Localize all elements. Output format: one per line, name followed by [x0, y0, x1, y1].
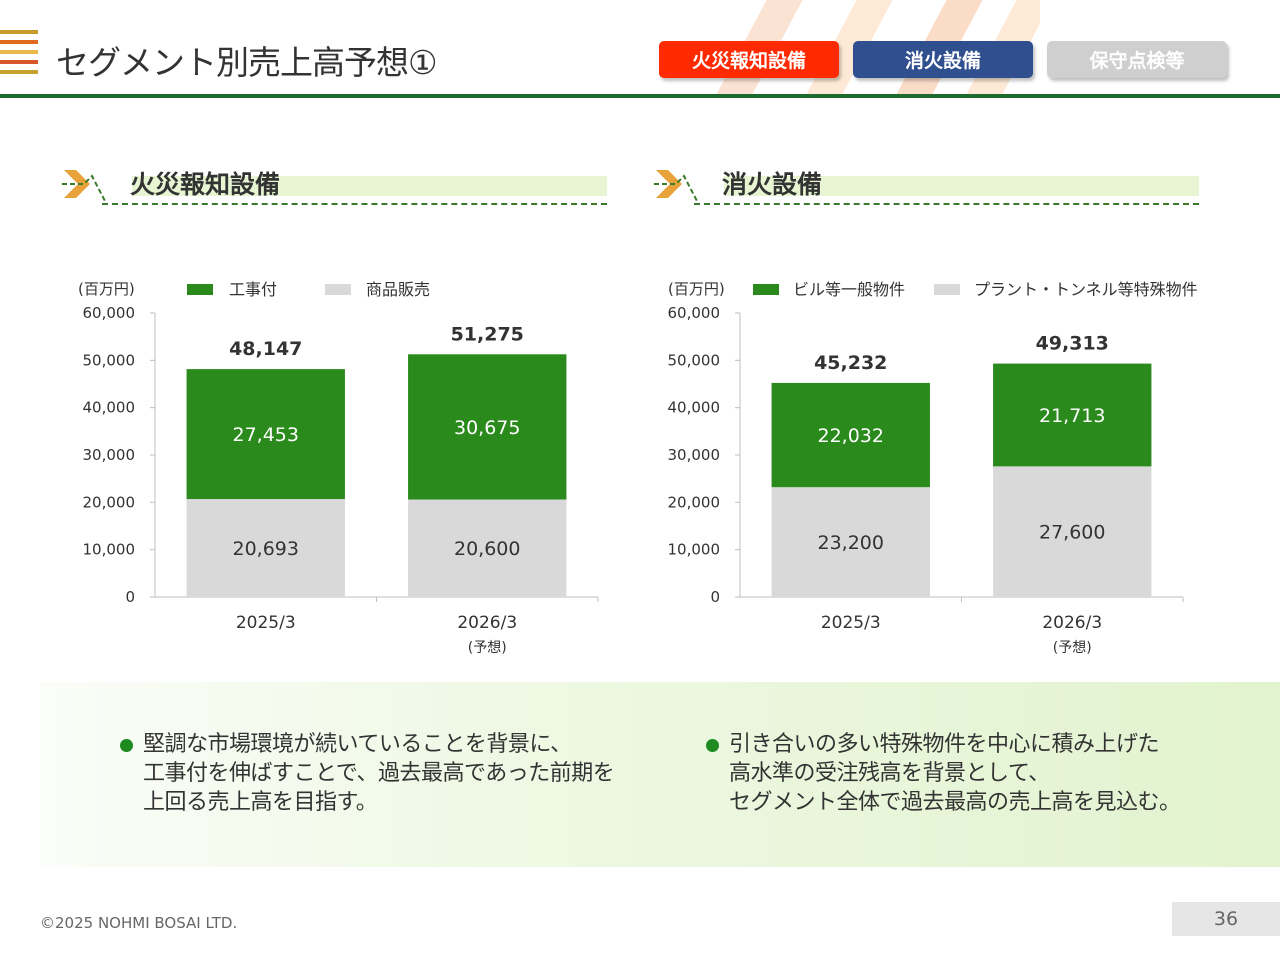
- legend-swatch: [187, 284, 213, 295]
- data-label: 22,032: [818, 425, 884, 447]
- bar-segment: [771, 487, 930, 597]
- fire-alarm-chart: (百万円) 工事付 商品販売 0 10,000 20,000 30,000 40,000 50,…: [78, 280, 599, 656]
- data-label: 30,675: [454, 417, 520, 439]
- bar-segment: [408, 354, 567, 500]
- total-label: 48,147: [229, 338, 302, 360]
- logo-bars: [0, 30, 38, 90]
- bar-segment: [771, 382, 930, 488]
- tab-fire-alarm[interactable]: 火災報知設備: [659, 41, 839, 78]
- y-tick-label: 20,000: [83, 493, 136, 511]
- x-tick-label: 2025/3: [821, 613, 881, 633]
- fire-extinguishing-chart: (百万円) ビル等一般物件 プラント・トンネル等特殊物件 0 10,000 20,000 3…: [668, 280, 1198, 656]
- tab-fire-extinguishing[interactable]: 消火設備: [853, 41, 1033, 78]
- section-header-fire-alarm: 火災報知設備: [62, 165, 607, 215]
- data-label: 20,693: [233, 538, 299, 560]
- y-tick-label: 60,000: [83, 304, 136, 322]
- total-label: 49,313: [1036, 333, 1109, 355]
- y-tick-label: 0: [125, 588, 135, 606]
- y-tick-label: 10,000: [668, 541, 721, 559]
- y-tick-label: 50,000: [668, 351, 721, 369]
- data-label: 27,600: [1039, 522, 1105, 544]
- data-label: 23,200: [818, 532, 884, 554]
- legend-label: 工事付: [229, 280, 277, 299]
- y-tick-label: 10,000: [83, 541, 136, 559]
- total-label: 45,232: [814, 352, 887, 374]
- header-rule: [0, 94, 1280, 98]
- summary-band: [40, 682, 1280, 867]
- summary-line: 工事付を伸ばすことで、過去最高であった前期を: [143, 761, 615, 786]
- section-title: 火災報知設備: [130, 170, 281, 199]
- section-title: 消火設備: [722, 170, 823, 199]
- y-tick-label: 0: [710, 588, 720, 606]
- legend-label: プラント・トンネル等特殊物件: [974, 280, 1198, 299]
- bullet-dot-icon: [120, 739, 133, 752]
- x-tick-sublabel: (予想): [468, 640, 507, 656]
- bar-segment: [186, 369, 345, 500]
- summary-bullet-fire-extinguishing: 引き合いの多い特殊物件を中心に積み上げた 高水準の受注残高を背景として、 セグメ…: [706, 730, 1181, 817]
- y-tick-label: 40,000: [83, 399, 136, 417]
- data-label: 20,600: [454, 538, 520, 560]
- summary-bullet-fire-alarm: 堅調な市場環境が続いていることを背景に、 工事付を伸ばすことで、過去最高であった…: [120, 730, 615, 817]
- page-number: 36: [1172, 902, 1280, 936]
- legend-label: ビル等一般物件: [793, 280, 905, 299]
- y-tick-label: 40,000: [668, 399, 721, 417]
- bar-segment: [408, 499, 567, 597]
- summary-line: 上回る売上高を目指す。: [143, 790, 378, 815]
- unit-label: (百万円): [668, 280, 725, 298]
- legend-swatch: [753, 284, 779, 295]
- copyright: ©2025 NOHMI BOSAI LTD.: [40, 914, 238, 932]
- x-tick-label: 2026/3: [457, 613, 517, 633]
- summary-line: 堅調な市場環境が続いていることを背景に、: [143, 732, 572, 757]
- y-tick-label: 20,000: [668, 493, 721, 511]
- x-tick-label: 2026/3: [1042, 613, 1102, 633]
- x-tick-label: 2025/3: [236, 613, 296, 633]
- section-header-fire-extinguishing: 消火設備: [654, 165, 1199, 215]
- bullet-dot-icon: [706, 739, 719, 752]
- page-title: セグメント別売上高予想①: [56, 43, 438, 82]
- x-tick-sublabel: (予想): [1053, 640, 1092, 656]
- y-tick-label: 50,000: [83, 351, 136, 369]
- y-tick-label: 30,000: [83, 446, 136, 464]
- chevron-arrow-icon: [654, 170, 699, 204]
- legend-label: 商品販売: [366, 280, 430, 299]
- y-tick-label: 60,000: [668, 304, 721, 322]
- bar-segment: [993, 363, 1152, 467]
- bar-segment: [993, 466, 1152, 597]
- summary-line: 引き合いの多い特殊物件を中心に積み上げた: [729, 732, 1160, 757]
- tab-maintenance[interactable]: 保守点検等: [1047, 41, 1227, 78]
- summary-line: 高水準の受注残高を背景として、: [729, 761, 1050, 786]
- chevron-arrow-icon: [62, 170, 107, 204]
- y-tick-label: 30,000: [668, 446, 721, 464]
- data-label: 27,453: [233, 424, 299, 446]
- unit-label: (百万円): [78, 280, 135, 298]
- legend-swatch: [934, 284, 960, 295]
- total-label: 51,275: [451, 323, 524, 345]
- bar-segment: [186, 499, 345, 597]
- legend-swatch: [325, 284, 351, 295]
- data-label: 21,713: [1039, 405, 1105, 427]
- summary-line: セグメント全体で過去最高の売上高を見込む。: [729, 790, 1181, 815]
